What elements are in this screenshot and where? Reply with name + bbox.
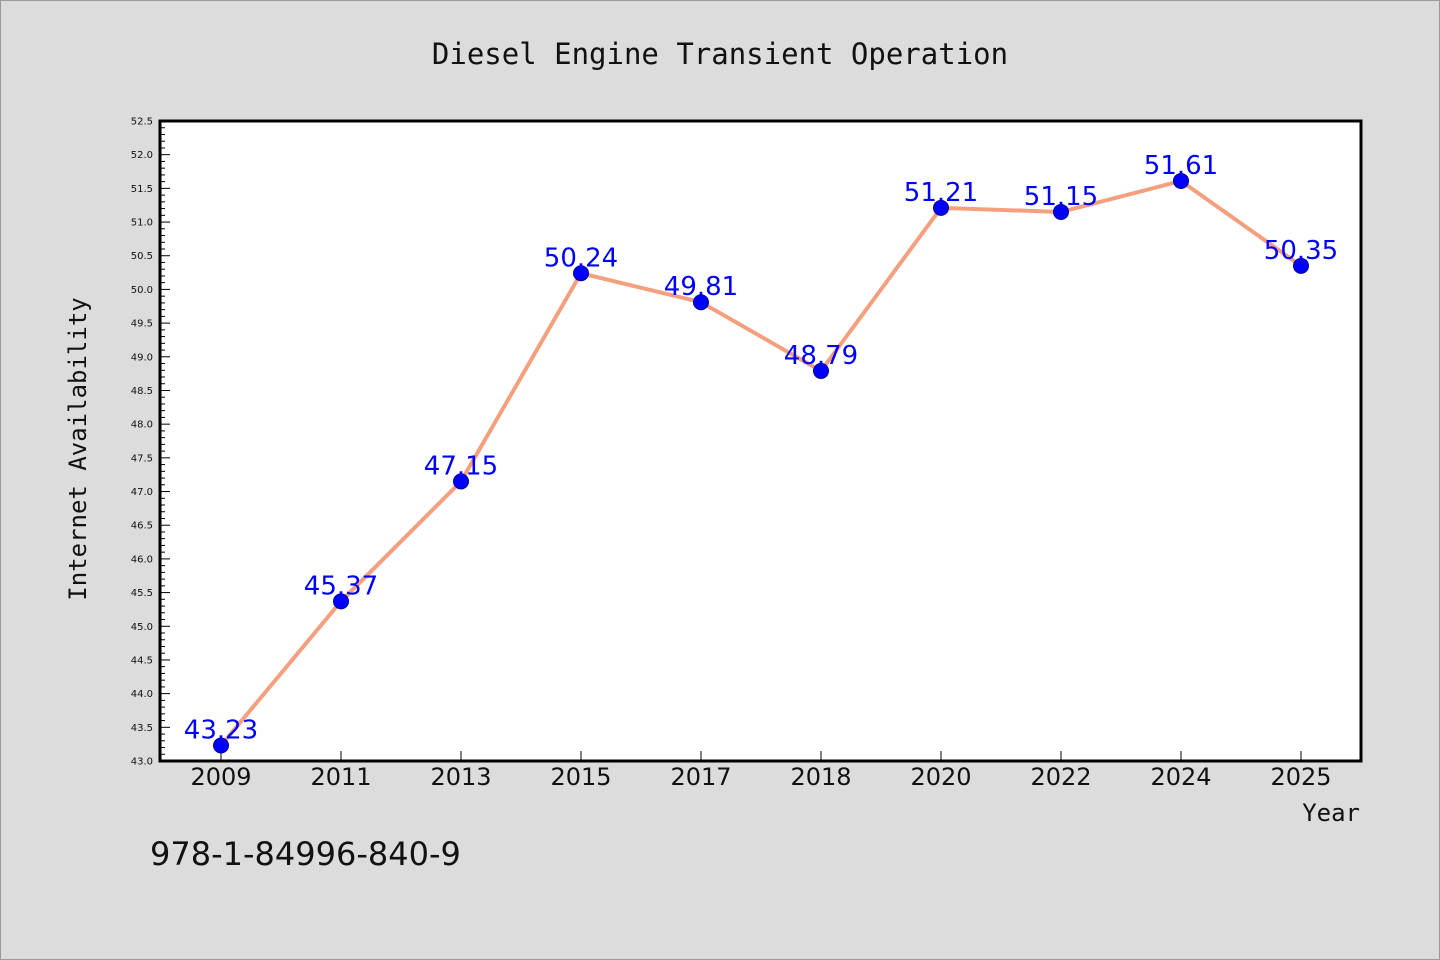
x-tick-label: 2018 — [790, 763, 851, 791]
series-line — [219, 178, 1303, 748]
data-label: 51.21 — [904, 178, 978, 208]
y-tick-label: 49.0 — [131, 352, 153, 363]
y-tick-label: 44.0 — [131, 689, 153, 700]
y-tick-label: 48.0 — [131, 420, 153, 431]
x-tick-label: 2009 — [190, 763, 251, 791]
data-point-marker — [213, 737, 229, 754]
x-axis: 2009 2011 2013 2015 2017 2018 2020 2022 2024 2025 — [190, 751, 1332, 791]
plot-area — [158, 119, 1363, 763]
footnote-isbn: 978-1-84996-840-9 — [150, 835, 461, 873]
data-point-marker — [813, 362, 829, 379]
data-point-marker — [1293, 257, 1309, 274]
data-label: 45.37 — [304, 571, 378, 601]
y-tick-label: 51.0 — [131, 218, 153, 229]
y-tick-label: 47.0 — [131, 487, 153, 498]
data-point-marker — [693, 294, 709, 311]
data-label: 50.24 — [544, 243, 618, 273]
data-point-marker — [453, 473, 469, 490]
x-tick-label: 2020 — [910, 763, 971, 791]
y-tick-label: 52.0 — [131, 150, 153, 161]
data-point-marker — [1173, 172, 1189, 189]
y-tick-label: 52.5 — [131, 117, 153, 128]
x-tick-label: 2024 — [1150, 763, 1211, 791]
data-point-marker — [333, 593, 349, 610]
y-tick-label: 46.5 — [131, 521, 153, 532]
data-label: 51.61 — [1144, 151, 1218, 181]
x-tick-label: 2013 — [430, 763, 491, 791]
data-point-marker — [1053, 203, 1069, 220]
y-tick-label: 47.5 — [131, 453, 153, 464]
y-tick-label: 50.0 — [131, 285, 153, 296]
marker-group — [213, 172, 1309, 754]
data-label: 50.35 — [1264, 236, 1338, 266]
y-tick-label: 50.5 — [131, 251, 153, 262]
y-tick-label: 44.5 — [131, 655, 153, 666]
y-axis: 43.0 43.5 44.0 44.5 45.0 45.5 46.0 46.5 47.0 47.5… — [131, 117, 170, 768]
data-point-marker — [933, 199, 949, 216]
y-tick-label: 51.5 — [131, 184, 153, 195]
x-tick-label: 2025 — [1270, 763, 1331, 791]
data-label: 48.79 — [784, 341, 858, 371]
y-tick-label: 46.0 — [131, 554, 153, 565]
chart-title: Diesel Engine Transient Operation — [432, 37, 1008, 71]
x-tick-label: 2011 — [310, 763, 371, 791]
data-label: 43.23 — [184, 716, 258, 746]
x-tick-label: 2015 — [550, 763, 611, 791]
data-label: 47.15 — [424, 451, 498, 481]
y-tick-label: 45.5 — [131, 588, 153, 599]
y-tick-label: 45.0 — [131, 622, 153, 633]
data-label: 51.15 — [1024, 182, 1098, 212]
y-tick-label: 49.5 — [131, 319, 153, 330]
x-axis-label: Year — [1302, 799, 1360, 827]
series-line-group — [219, 178, 1303, 748]
x-tick-label: 2017 — [670, 763, 731, 791]
x-tick-label: 2022 — [1030, 763, 1091, 791]
data-label: 49.81 — [664, 272, 738, 302]
data-label-group: 43.23 45.37 47.15 50.24 49.81 48.79 51.21 51.15… — [184, 151, 1338, 746]
y-tick-label: 48.5 — [131, 386, 153, 397]
data-point-marker — [573, 265, 589, 282]
y-tick-label: 43.0 — [131, 757, 153, 768]
y-axis-label: Internet Availability — [64, 297, 92, 600]
y-tick-label: 43.5 — [131, 723, 153, 734]
